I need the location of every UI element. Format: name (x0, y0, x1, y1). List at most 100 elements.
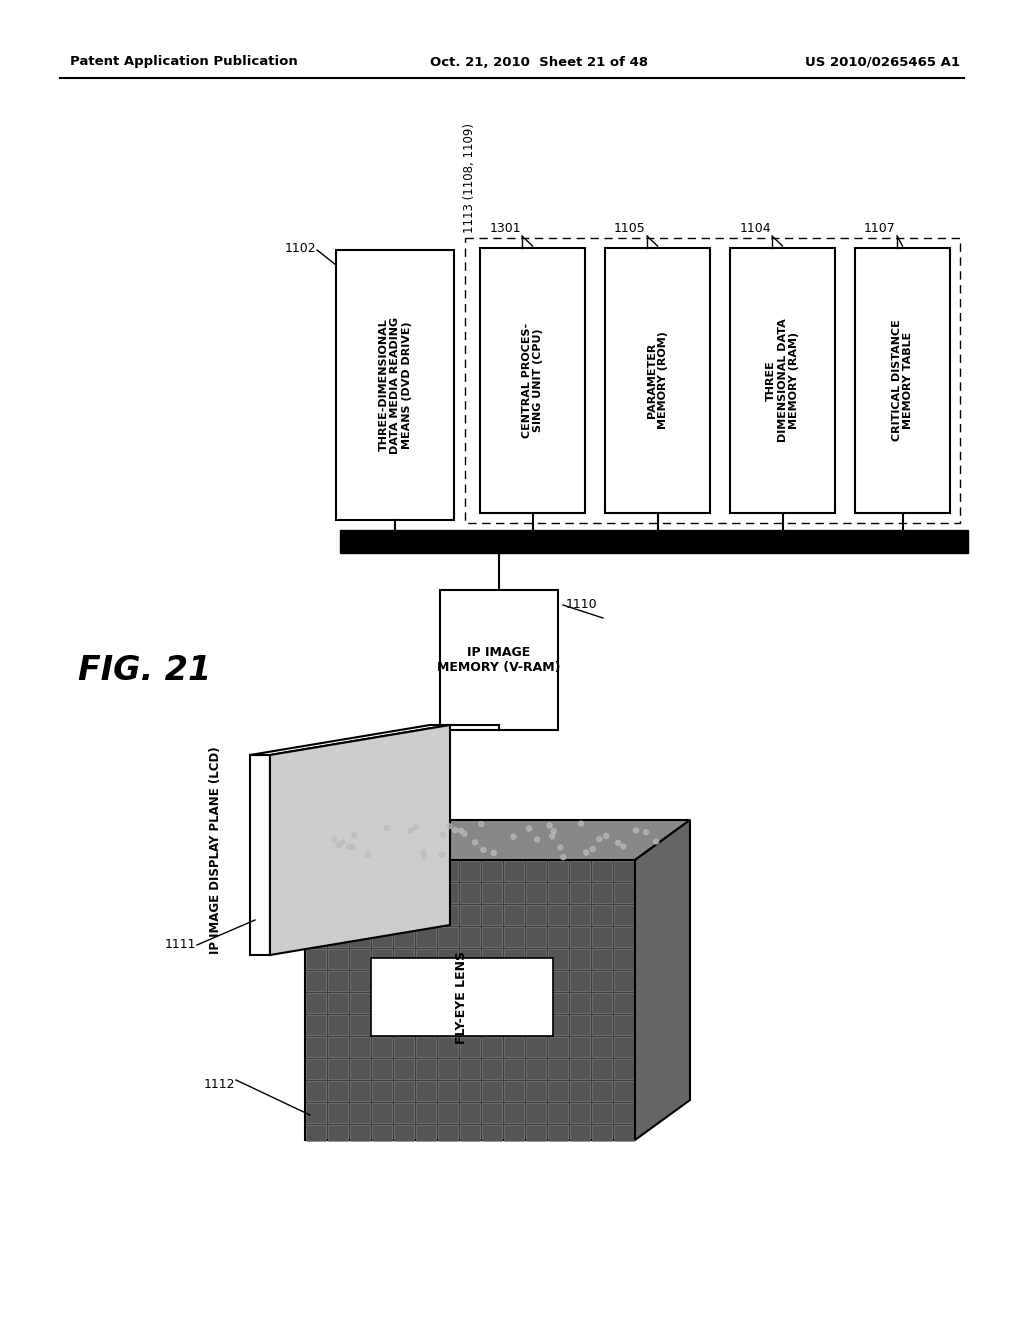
Text: 1104: 1104 (739, 222, 771, 235)
Bar (394, 972, 414, 991)
Bar (416, 861, 436, 880)
Bar (394, 1125, 414, 1140)
Bar (460, 927, 480, 946)
Circle shape (421, 850, 426, 854)
Circle shape (440, 833, 445, 838)
Bar (372, 883, 392, 903)
Bar (372, 1081, 392, 1101)
Text: 1107: 1107 (864, 222, 896, 235)
Bar (482, 906, 502, 925)
Bar (614, 993, 634, 1012)
Circle shape (561, 855, 566, 859)
Circle shape (446, 824, 452, 829)
Bar (306, 1081, 326, 1101)
Bar (350, 1015, 370, 1035)
Bar (306, 1104, 326, 1123)
Circle shape (547, 822, 552, 828)
Circle shape (550, 834, 555, 840)
Bar (570, 972, 590, 991)
Bar (605, 248, 710, 513)
Bar (438, 1104, 458, 1123)
Text: 1112: 1112 (204, 1078, 234, 1092)
Text: 1113 (1108, 1109): 1113 (1108, 1109) (463, 123, 476, 234)
Bar (372, 1059, 392, 1078)
Circle shape (526, 826, 531, 832)
Bar (328, 1104, 348, 1123)
Polygon shape (635, 820, 690, 1140)
Bar (306, 1059, 326, 1078)
Bar (336, 249, 454, 520)
Bar (548, 972, 568, 991)
Bar (372, 906, 392, 925)
Bar (350, 949, 370, 969)
Bar (372, 993, 392, 1012)
Circle shape (462, 832, 467, 837)
Bar (548, 1059, 568, 1078)
Bar (592, 1125, 612, 1140)
Bar (526, 1038, 546, 1057)
Bar (416, 906, 436, 925)
Bar (416, 1059, 436, 1078)
Bar (482, 1038, 502, 1057)
Bar (570, 906, 590, 925)
Circle shape (579, 821, 584, 826)
Bar (394, 883, 414, 903)
Bar (482, 1125, 502, 1140)
Circle shape (340, 840, 345, 845)
Bar (482, 861, 502, 880)
Bar (394, 1015, 414, 1035)
Bar (460, 906, 480, 925)
Bar (730, 248, 835, 513)
Bar (548, 1038, 568, 1057)
Bar (438, 1038, 458, 1057)
Bar (548, 949, 568, 969)
Text: 1105: 1105 (614, 222, 646, 235)
Bar (504, 861, 524, 880)
Bar (592, 972, 612, 991)
Bar (328, 906, 348, 925)
Bar (482, 993, 502, 1012)
Bar (460, 1104, 480, 1123)
Bar (306, 861, 326, 880)
Bar (306, 927, 326, 946)
Bar (570, 861, 590, 880)
Bar (504, 1104, 524, 1123)
Bar (306, 949, 326, 969)
Bar (570, 1125, 590, 1140)
Bar (592, 949, 612, 969)
Bar (592, 993, 612, 1012)
Bar (592, 883, 612, 903)
Bar (438, 927, 458, 946)
Circle shape (535, 837, 540, 842)
Bar (394, 927, 414, 946)
Bar (482, 1015, 502, 1035)
Bar (504, 972, 524, 991)
Bar (416, 927, 436, 946)
Bar (350, 883, 370, 903)
Circle shape (350, 845, 355, 850)
Bar (480, 248, 585, 513)
Bar (504, 949, 524, 969)
Bar (394, 906, 414, 925)
Circle shape (384, 826, 389, 830)
Bar (328, 949, 348, 969)
Bar (592, 861, 612, 880)
Bar (350, 927, 370, 946)
Bar (570, 1015, 590, 1035)
Bar (526, 906, 546, 925)
Bar (570, 883, 590, 903)
Bar (460, 1125, 480, 1140)
Bar (438, 883, 458, 903)
Bar (592, 927, 612, 946)
Bar (548, 883, 568, 903)
Bar (460, 993, 480, 1012)
Bar (350, 1081, 370, 1101)
Bar (460, 1038, 480, 1057)
Bar (460, 1059, 480, 1078)
Bar (394, 1104, 414, 1123)
Bar (306, 883, 326, 903)
Bar (372, 927, 392, 946)
Bar (340, 531, 968, 553)
Bar (482, 949, 502, 969)
Bar (394, 861, 414, 880)
